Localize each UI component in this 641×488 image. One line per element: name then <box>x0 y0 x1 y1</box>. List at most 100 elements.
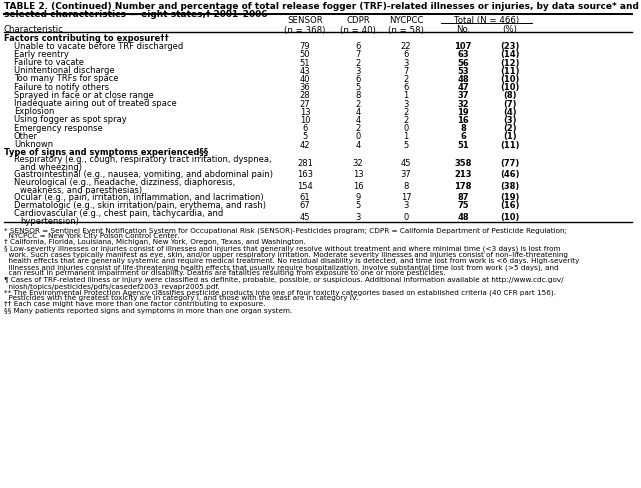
Text: Ocular (e.g., pain, irritation, inflammation, and lacrimation): Ocular (e.g., pain, irritation, inflamma… <box>14 192 263 201</box>
Text: (19): (19) <box>501 193 520 202</box>
Text: 22: 22 <box>401 42 412 51</box>
Text: 9: 9 <box>355 193 361 202</box>
Text: NYCPCC
(n = 58): NYCPCC (n = 58) <box>388 16 424 35</box>
Text: 5: 5 <box>355 83 361 92</box>
Text: 19: 19 <box>457 107 469 117</box>
Text: selected characteristics — eight states,† 2001–2006: selected characteristics — eight states,… <box>4 10 267 19</box>
Text: 107: 107 <box>454 42 472 51</box>
Text: weakness, and paresthesias): weakness, and paresthesias) <box>20 185 142 195</box>
Text: 0: 0 <box>403 212 408 221</box>
Text: Early reentry: Early reentry <box>14 50 69 59</box>
Text: CDPR
(n = 40): CDPR (n = 40) <box>340 16 376 35</box>
Text: †† Each case might have more than one factor contributing to exposure.: †† Each case might have more than one fa… <box>4 301 265 307</box>
Text: health effects that are generally systemic and require medical treatment. No res: health effects that are generally system… <box>4 258 579 264</box>
Text: 47: 47 <box>457 83 469 92</box>
Text: 6: 6 <box>403 50 409 59</box>
Text: 45: 45 <box>300 212 310 221</box>
Text: 36: 36 <box>299 83 310 92</box>
Text: (2): (2) <box>503 124 517 133</box>
Text: §§ Many patients reported signs and symptoms in more than one organ system.: §§ Many patients reported signs and symp… <box>4 307 292 313</box>
Text: Unknown: Unknown <box>14 140 53 149</box>
Text: 50: 50 <box>300 50 310 59</box>
Text: 6: 6 <box>355 75 361 84</box>
Text: 2: 2 <box>355 59 361 67</box>
Text: 3: 3 <box>403 100 409 108</box>
Text: § Low-severity illnesses or injuries consist of illnesses and injuries that gene: § Low-severity illnesses or injuries con… <box>4 245 560 252</box>
Text: 178: 178 <box>454 182 472 190</box>
Text: (7): (7) <box>503 100 517 108</box>
Text: 17: 17 <box>401 193 412 202</box>
Text: TABLE 2. (Continued) Number and percentage of total release fogger (TRF)-related: TABLE 2. (Continued) Number and percenta… <box>4 2 639 11</box>
Text: Characteristic: Characteristic <box>4 25 64 34</box>
Text: NYCPCC = New York City Poison Control Center.: NYCPCC = New York City Poison Control Ce… <box>4 233 179 239</box>
Text: Neurological (e.g., headache, dizziness, diaphoresis,: Neurological (e.g., headache, dizziness,… <box>14 178 235 187</box>
Text: 6: 6 <box>403 83 409 92</box>
Text: (%): (%) <box>503 25 517 34</box>
Text: 163: 163 <box>297 170 313 179</box>
Text: 5: 5 <box>303 132 308 141</box>
Text: 87: 87 <box>457 193 469 202</box>
Text: 154: 154 <box>297 182 313 190</box>
Text: 2: 2 <box>403 116 408 125</box>
Text: Unable to vacate before TRF discharged: Unable to vacate before TRF discharged <box>14 41 183 51</box>
Text: 4: 4 <box>355 116 361 125</box>
Text: Emergency response: Emergency response <box>14 123 103 132</box>
Text: 2: 2 <box>403 75 408 84</box>
Text: and wheezing): and wheezing) <box>20 163 82 172</box>
Text: 61: 61 <box>300 193 310 202</box>
Text: (11): (11) <box>500 67 520 76</box>
Text: 6: 6 <box>355 42 361 51</box>
Text: Dermatologic (e.g., skin irritation/pain, erythema, and rash): Dermatologic (e.g., skin irritation/pain… <box>14 201 266 209</box>
Text: 79: 79 <box>300 42 310 51</box>
Text: (8): (8) <box>503 91 517 100</box>
Text: 8: 8 <box>355 91 361 100</box>
Text: 4: 4 <box>355 141 361 149</box>
Text: 48: 48 <box>457 75 469 84</box>
Text: 16: 16 <box>457 116 469 125</box>
Text: 3: 3 <box>403 201 409 210</box>
Text: 7: 7 <box>355 50 361 59</box>
Text: 32: 32 <box>353 159 363 168</box>
Text: (10): (10) <box>501 212 520 221</box>
Text: 358: 358 <box>454 159 472 168</box>
Text: 6: 6 <box>460 132 466 141</box>
Text: (46): (46) <box>500 170 520 179</box>
Text: 42: 42 <box>300 141 310 149</box>
Text: * SENSOR = Sentinel Event Notification System for Occupational Risk (SENSOR)-Pes: * SENSOR = Sentinel Event Notification S… <box>4 226 567 233</box>
Text: illnesses and injuries consist of life-threatening health effects that usually r: illnesses and injuries consist of life-t… <box>4 264 558 270</box>
Text: 6: 6 <box>303 124 308 133</box>
Text: 0: 0 <box>403 124 408 133</box>
Text: 8: 8 <box>403 182 409 190</box>
Text: 5: 5 <box>355 201 361 210</box>
Text: ** The Environmental Protection Agency classifies pesticide products into one of: ** The Environmental Protection Agency c… <box>4 288 556 295</box>
Text: 32: 32 <box>457 100 469 108</box>
Text: (10): (10) <box>501 83 520 92</box>
Text: 1: 1 <box>403 132 408 141</box>
Text: Respiratory (e.g., cough, respiratory tract irritation, dyspnea,: Respiratory (e.g., cough, respiratory tr… <box>14 155 272 164</box>
Text: 67: 67 <box>299 201 310 210</box>
Text: (23): (23) <box>501 42 520 51</box>
Text: 0: 0 <box>355 132 361 141</box>
Text: (38): (38) <box>501 182 520 190</box>
Text: (14): (14) <box>500 50 520 59</box>
Text: Total (N = 466): Total (N = 466) <box>454 16 519 25</box>
Text: 16: 16 <box>353 182 363 190</box>
Text: No.: No. <box>456 25 470 34</box>
Text: work. Such cases typically manifest as eye, skin, and/or upper respiratory irrit: work. Such cases typically manifest as e… <box>4 251 568 257</box>
Text: 13: 13 <box>300 107 310 117</box>
Text: 7: 7 <box>403 67 409 76</box>
Text: 13: 13 <box>353 170 363 179</box>
Text: 3: 3 <box>403 59 409 67</box>
Text: 213: 213 <box>454 170 472 179</box>
Text: SENSOR
(n = 368): SENSOR (n = 368) <box>285 16 326 35</box>
Text: (11): (11) <box>500 141 520 149</box>
Text: 75: 75 <box>457 201 469 210</box>
Text: (12): (12) <box>500 59 520 67</box>
Text: 37: 37 <box>401 170 412 179</box>
Text: Sprayed in face or at close range: Sprayed in face or at close range <box>14 91 154 100</box>
Text: can result in permanent impairment or disability. Deaths are fatalities resultin: can result in permanent impairment or di… <box>4 270 445 276</box>
Text: Type of signs and symptoms experienced§§: Type of signs and symptoms experienced§§ <box>4 148 208 157</box>
Text: 2: 2 <box>355 124 361 133</box>
Text: 4: 4 <box>355 107 361 117</box>
Text: 1: 1 <box>403 91 408 100</box>
